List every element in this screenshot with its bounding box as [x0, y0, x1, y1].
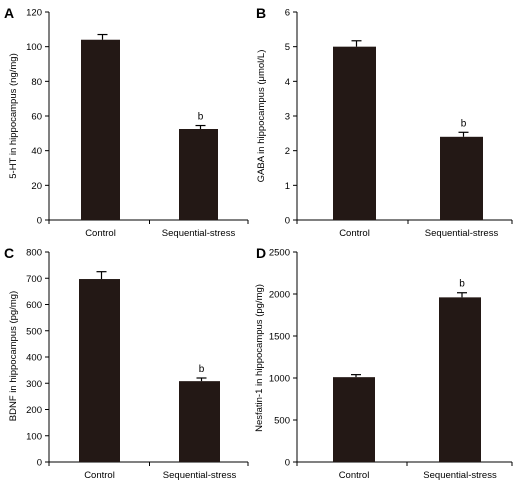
significance-label: b	[199, 364, 205, 375]
bar	[333, 377, 375, 462]
y-tick-label: 200	[26, 405, 42, 416]
y-tick-label: 0	[285, 216, 290, 227]
y-tick-label: 6	[285, 8, 290, 19]
panel-c: C BDNF in hippocampus (pg/mg) 0 100 200 300…	[4, 245, 249, 481]
y-tick-label: 60	[31, 112, 42, 123]
y-tick-label: 300	[26, 379, 42, 390]
x-tick-label: Sequential-stress	[162, 228, 236, 239]
y-tick-label: 20	[31, 181, 42, 192]
y-axis-label: Nesfatin-1 in hippocampus (pg/mg)	[254, 284, 265, 432]
y-tick-label: 2	[285, 146, 290, 157]
bar	[333, 46, 376, 220]
y-tick-label: 4	[285, 77, 290, 88]
y-tick-label: 100	[26, 431, 42, 442]
y-tick-label: 400	[26, 353, 42, 364]
y-tick-label: 0	[37, 216, 42, 227]
y-tick-label: 2000	[269, 290, 290, 301]
bar	[79, 279, 120, 462]
y-axis-label: BDNF in hippocampus (pg/mg)	[8, 291, 19, 421]
bar	[440, 136, 483, 220]
bar	[179, 381, 220, 462]
significance-label: b	[461, 118, 467, 129]
x-tick-label: Control	[85, 228, 116, 239]
y-tick-label: 80	[31, 77, 42, 88]
panel-letter: B	[256, 5, 266, 21]
significance-label: b	[198, 112, 204, 123]
y-tick-label: 120	[26, 8, 42, 19]
y-axis-label: GABA in hippocampus (μmol/L)	[256, 50, 267, 183]
x-tick-label: Control	[84, 470, 115, 481]
y-tick-label: 800	[26, 248, 42, 259]
y-tick-label: 3	[285, 112, 290, 123]
y-tick-label: 1500	[269, 332, 290, 343]
panel-b: B GABA in hippocampus (μmol/L) 0 1 2 3 4 5 6 Co…	[256, 5, 513, 239]
panel-letter: C	[4, 245, 14, 261]
y-tick-label: 500	[26, 326, 42, 337]
y-tick-label: 2500	[269, 248, 290, 259]
y-tick-label: 500	[274, 416, 290, 427]
y-tick-label: 600	[26, 300, 42, 311]
x-tick-label: Sequential-stress	[425, 228, 499, 239]
panel-letter: A	[4, 5, 14, 21]
y-tick-label: 0	[37, 458, 42, 469]
y-tick-label: 700	[26, 274, 42, 285]
y-axis-label: 5-HT in hippocampus (ng/mg)	[8, 53, 19, 179]
y-tick-label: 1	[285, 181, 290, 192]
bar	[439, 297, 481, 462]
y-tick-label: 100	[26, 42, 42, 53]
y-tick-label: 1000	[269, 374, 290, 385]
bar	[81, 39, 120, 220]
y-tick-label: 40	[31, 146, 42, 157]
panel-letter: D	[256, 245, 266, 261]
panel-a: A 5-HT in hippocampus (ng/mg) 0 20 40 60 80 1…	[4, 5, 249, 239]
bar	[179, 129, 218, 220]
y-tick-label: 5	[285, 42, 290, 53]
x-tick-label: Control	[339, 470, 370, 481]
x-tick-label: Sequential-stress	[163, 470, 237, 481]
x-tick-label: Sequential-stress	[423, 470, 497, 481]
x-tick-label: Control	[339, 228, 370, 239]
significance-label: b	[459, 279, 465, 290]
panel-d: D Nesfatin-1 in hippocampus (pg/mg) 0 500…	[254, 245, 513, 481]
y-tick-label: 0	[285, 458, 290, 469]
